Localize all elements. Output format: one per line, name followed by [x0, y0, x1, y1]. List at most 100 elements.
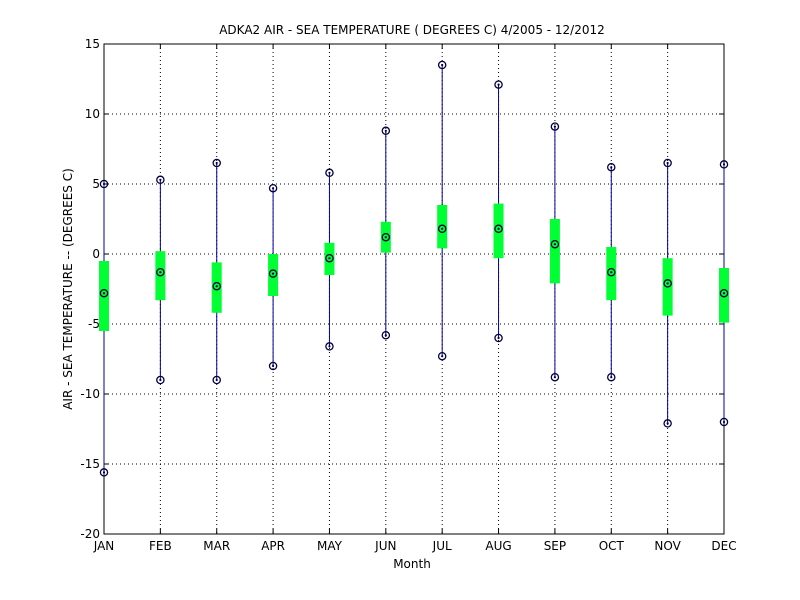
median-marker: [437, 224, 447, 234]
box-group-may: [324, 168, 335, 351]
max-marker: [719, 160, 729, 169]
max-marker: [325, 168, 334, 178]
median-marker-dot: [610, 271, 613, 274]
x-tick-label: JAN: [93, 539, 115, 553]
max-marker: [663, 158, 672, 168]
median-marker: [719, 288, 729, 298]
max-marker-dot: [384, 129, 387, 132]
max-marker: [156, 175, 165, 185]
box-group-mar: [211, 158, 222, 385]
x-tick-label: JUN: [374, 539, 396, 553]
min-marker-dot: [102, 471, 106, 474]
median-marker: [99, 288, 109, 298]
iqr-box: [268, 254, 279, 296]
median-marker: [550, 239, 560, 249]
x-tick-label: FEB: [149, 539, 172, 553]
min-marker: [550, 372, 560, 382]
max-marker-dot: [328, 171, 331, 174]
min-marker: [381, 330, 391, 340]
median-marker-dot: [384, 236, 387, 239]
iqr-box: [493, 203, 504, 259]
max-marker-dot: [666, 161, 669, 165]
iqr-box: [211, 262, 222, 313]
y-tick-label: 15: [85, 37, 100, 51]
max-marker: [550, 122, 560, 131]
median-marker: [494, 224, 503, 234]
median-marker: [381, 232, 391, 242]
max-marker-dot: [441, 63, 444, 67]
x-axis-label: Month: [393, 557, 431, 571]
median-marker: [156, 267, 165, 277]
median-marker-dot: [441, 227, 444, 230]
max-marker: [494, 80, 503, 89]
x-tick-label: SEP: [544, 539, 566, 553]
y-tick-label: 5: [92, 177, 100, 191]
box-group-oct: [606, 162, 617, 382]
median-marker-dot: [722, 292, 726, 295]
max-marker-dot: [722, 163, 726, 166]
x-tick-label: APR: [261, 539, 285, 553]
data-layer: [99, 60, 729, 477]
min-marker-dot: [159, 378, 162, 382]
median-marker-dot: [271, 272, 275, 275]
min-marker: [99, 468, 109, 477]
max-marker: [607, 162, 616, 172]
y-tick-label: -15: [80, 457, 100, 471]
iqr-box: [437, 205, 448, 249]
plot-frame: [103, 43, 725, 535]
tick-label-layer: -20 -15 -10 -5 0 5 10 15 JAN FEB MAR APR MAY JUN JUL AU…: [80, 37, 736, 553]
max-marker-dot: [497, 83, 500, 86]
median-marker: [325, 253, 334, 263]
median-marker-dot: [553, 243, 557, 246]
box-group-feb: [155, 175, 166, 385]
y-tick-label: 10: [85, 107, 100, 121]
min-marker-dot: [553, 376, 557, 379]
y-axis-label: AIR - SEA TEMPERATURE -- (DEGREES C): [61, 168, 75, 410]
min-marker: [437, 351, 447, 361]
median-marker-dot: [328, 257, 331, 260]
axes-layer: [103, 43, 725, 535]
min-marker-dot: [722, 420, 726, 424]
max-marker-dot: [159, 178, 162, 181]
box-group-sep: [549, 122, 560, 382]
iqr-box: [606, 247, 617, 301]
x-tick-label: NOV: [654, 539, 681, 553]
x-tick-label: AUG: [485, 539, 511, 553]
median-marker: [212, 281, 221, 291]
max-marker-dot: [553, 125, 557, 128]
max-marker-dot: [215, 161, 218, 165]
max-marker-dot: [271, 187, 275, 190]
min-marker: [212, 375, 221, 385]
max-marker: [381, 126, 391, 136]
median-marker-dot: [159, 271, 162, 274]
min-marker-dot: [610, 376, 613, 379]
min-marker-dot: [666, 422, 669, 425]
median-marker-dot: [102, 292, 106, 295]
x-tick-label: MAY: [317, 539, 343, 553]
y-tick-label: 0: [92, 247, 100, 261]
median-marker-dot: [215, 285, 218, 288]
min-marker-dot: [215, 378, 218, 382]
box-group-nov: [662, 158, 673, 428]
max-marker: [99, 179, 109, 189]
box-group-dec: [719, 160, 729, 427]
min-marker: [719, 417, 729, 427]
iqr-box: [549, 219, 560, 284]
y-tick-label: -20: [80, 527, 100, 541]
max-marker: [268, 183, 278, 193]
max-marker-dot: [610, 166, 613, 169]
max-marker-dot: [102, 182, 106, 186]
median-marker: [607, 267, 616, 277]
box-group-jan: [99, 179, 109, 477]
median-marker: [268, 269, 278, 278]
min-marker-dot: [441, 355, 444, 358]
min-marker-dot: [328, 345, 331, 348]
x-tick-label: OCT: [599, 539, 625, 553]
x-tick-label: MAR: [203, 539, 230, 553]
min-marker: [494, 333, 503, 343]
min-marker: [268, 361, 278, 371]
box-group-apr: [268, 183, 279, 371]
y-tick-label: -5: [88, 317, 100, 331]
median-marker-dot: [666, 282, 669, 285]
